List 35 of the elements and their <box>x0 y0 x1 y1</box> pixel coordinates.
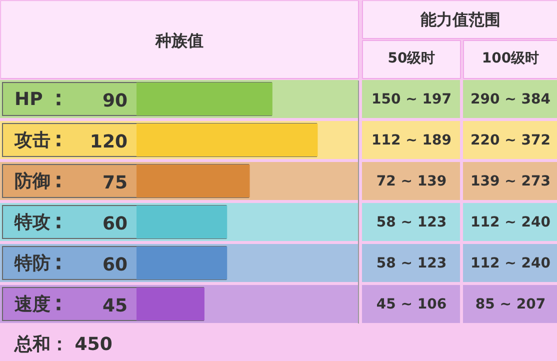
y-tick-label: 攻击 <box>14 130 50 151</box>
data-label: 60 <box>102 254 128 276</box>
text: 85 ~ 207 <box>475 296 546 312</box>
data-label: 75 <box>102 172 128 194</box>
text: 139 ~ 273 <box>470 174 550 190</box>
text: 112 ~ 240 <box>470 256 551 272</box>
text: 220 ~ 372 <box>470 132 550 148</box>
bar <box>136 206 228 238</box>
text: 72 ~ 139 <box>376 174 447 190</box>
data-label: 45 <box>102 296 128 316</box>
bar <box>136 82 272 116</box>
chart-title: 种族值 <box>154 31 204 50</box>
y-tick-label: 特防 <box>14 253 50 274</box>
bar <box>136 164 250 198</box>
text: 45 ~ 106 <box>376 296 447 312</box>
text: 总和： 450 <box>14 334 112 355</box>
bar <box>136 246 228 280</box>
data-label: 90 <box>102 90 128 112</box>
text: 能力值范围 <box>420 10 500 29</box>
text: 58 ~ 123 <box>376 214 447 230</box>
bar <box>136 288 204 320</box>
y-tick-label: 防御 <box>14 171 50 192</box>
y-tick-label: HP <box>14 89 43 110</box>
data-label: 120 <box>90 132 128 152</box>
text: 290 ~ 384 <box>470 92 551 108</box>
text: 150 ~ 197 <box>372 92 452 108</box>
y-tick-label: 特攻 <box>14 212 50 233</box>
y-tick-label: 速度 <box>14 294 50 315</box>
text: 58 ~ 123 <box>376 256 447 272</box>
text: 112 ~ 240 <box>470 214 551 230</box>
text: 112 ~ 189 <box>372 132 452 148</box>
text: 100级时 <box>482 50 540 66</box>
data-label: 60 <box>102 214 128 234</box>
bar <box>136 124 318 156</box>
text: 50级时 <box>388 50 436 66</box>
